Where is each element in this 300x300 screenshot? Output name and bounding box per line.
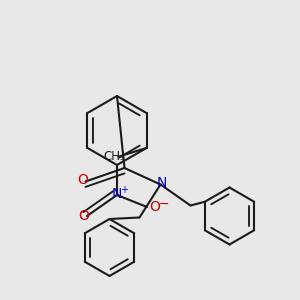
Text: +: + [121, 184, 128, 195]
Text: O: O [149, 200, 160, 214]
Text: N: N [157, 176, 167, 190]
Text: O: O [77, 173, 88, 187]
Text: N: N [112, 187, 122, 200]
Text: −: − [158, 198, 169, 211]
Text: CH₃: CH₃ [103, 150, 125, 163]
Text: O: O [79, 209, 89, 223]
